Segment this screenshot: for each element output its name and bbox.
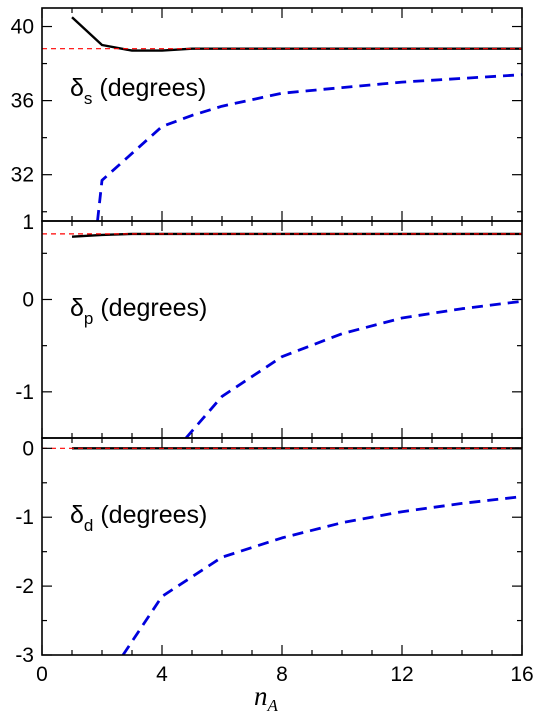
panel-s-series bbox=[42, 16, 522, 221]
panel-s-y-ticks bbox=[42, 25, 522, 213]
panel-p-frame bbox=[41, 220, 523, 439]
x-tick-label: 4 bbox=[156, 663, 168, 686]
panel-d-x-ticks bbox=[41, 438, 523, 655]
x-tick-label: 16 bbox=[510, 663, 533, 686]
panel-d-y-tick-label: -1 bbox=[15, 506, 34, 529]
x-tick-label: 12 bbox=[390, 663, 413, 686]
panel-d-series bbox=[42, 447, 522, 655]
panel-s-y-tick-label: 32 bbox=[11, 164, 34, 187]
panel-d-frame bbox=[41, 437, 523, 656]
panel-p-y-ticks bbox=[42, 252, 522, 439]
x-tick-label: 8 bbox=[276, 663, 288, 686]
panel-s-blue-dashed-line bbox=[96, 73, 522, 221]
panel-s-solid-line bbox=[71, 16, 522, 52]
panel-d-y-ticks bbox=[42, 447, 522, 656]
panel-p-series bbox=[42, 232, 522, 438]
panel-s-label: δs (degrees) bbox=[70, 74, 206, 108]
panel-d: -3 -2 -1 0 0 4 8 12 16 bbox=[15, 437, 534, 686]
panel-s-y-tick-label: 36 bbox=[11, 90, 34, 113]
panel-s: 32 36 40 bbox=[11, 7, 523, 222]
panel-s-y-tick-label: 40 bbox=[11, 16, 34, 39]
panel-d-y-tick-label: -3 bbox=[15, 644, 34, 667]
panel-s-extra-tick-label: 1 bbox=[22, 211, 34, 234]
panel-p-y-tick-label: -1 bbox=[15, 381, 34, 404]
panel-p: -1 0 bbox=[15, 220, 523, 439]
panel-s-x-ticks bbox=[41, 8, 523, 221]
panel-p-y-tick-label: 0 bbox=[22, 288, 34, 311]
panel-s-frame bbox=[41, 7, 523, 222]
panel-d-label: δd (degrees) bbox=[70, 501, 207, 535]
panel-p-x-ticks bbox=[41, 221, 523, 438]
panel-d-blue-dashed-line bbox=[121, 495, 522, 655]
panel-d-y-tick-label: -2 bbox=[15, 575, 34, 598]
panel-d-y-tick-label: 0 bbox=[22, 437, 34, 460]
x-axis-label: nA bbox=[254, 681, 279, 715]
panel-p-label: δp (degrees) bbox=[70, 294, 207, 328]
panel-p-blue-dashed-line bbox=[184, 299, 522, 438]
x-tick-label: 0 bbox=[36, 663, 48, 686]
